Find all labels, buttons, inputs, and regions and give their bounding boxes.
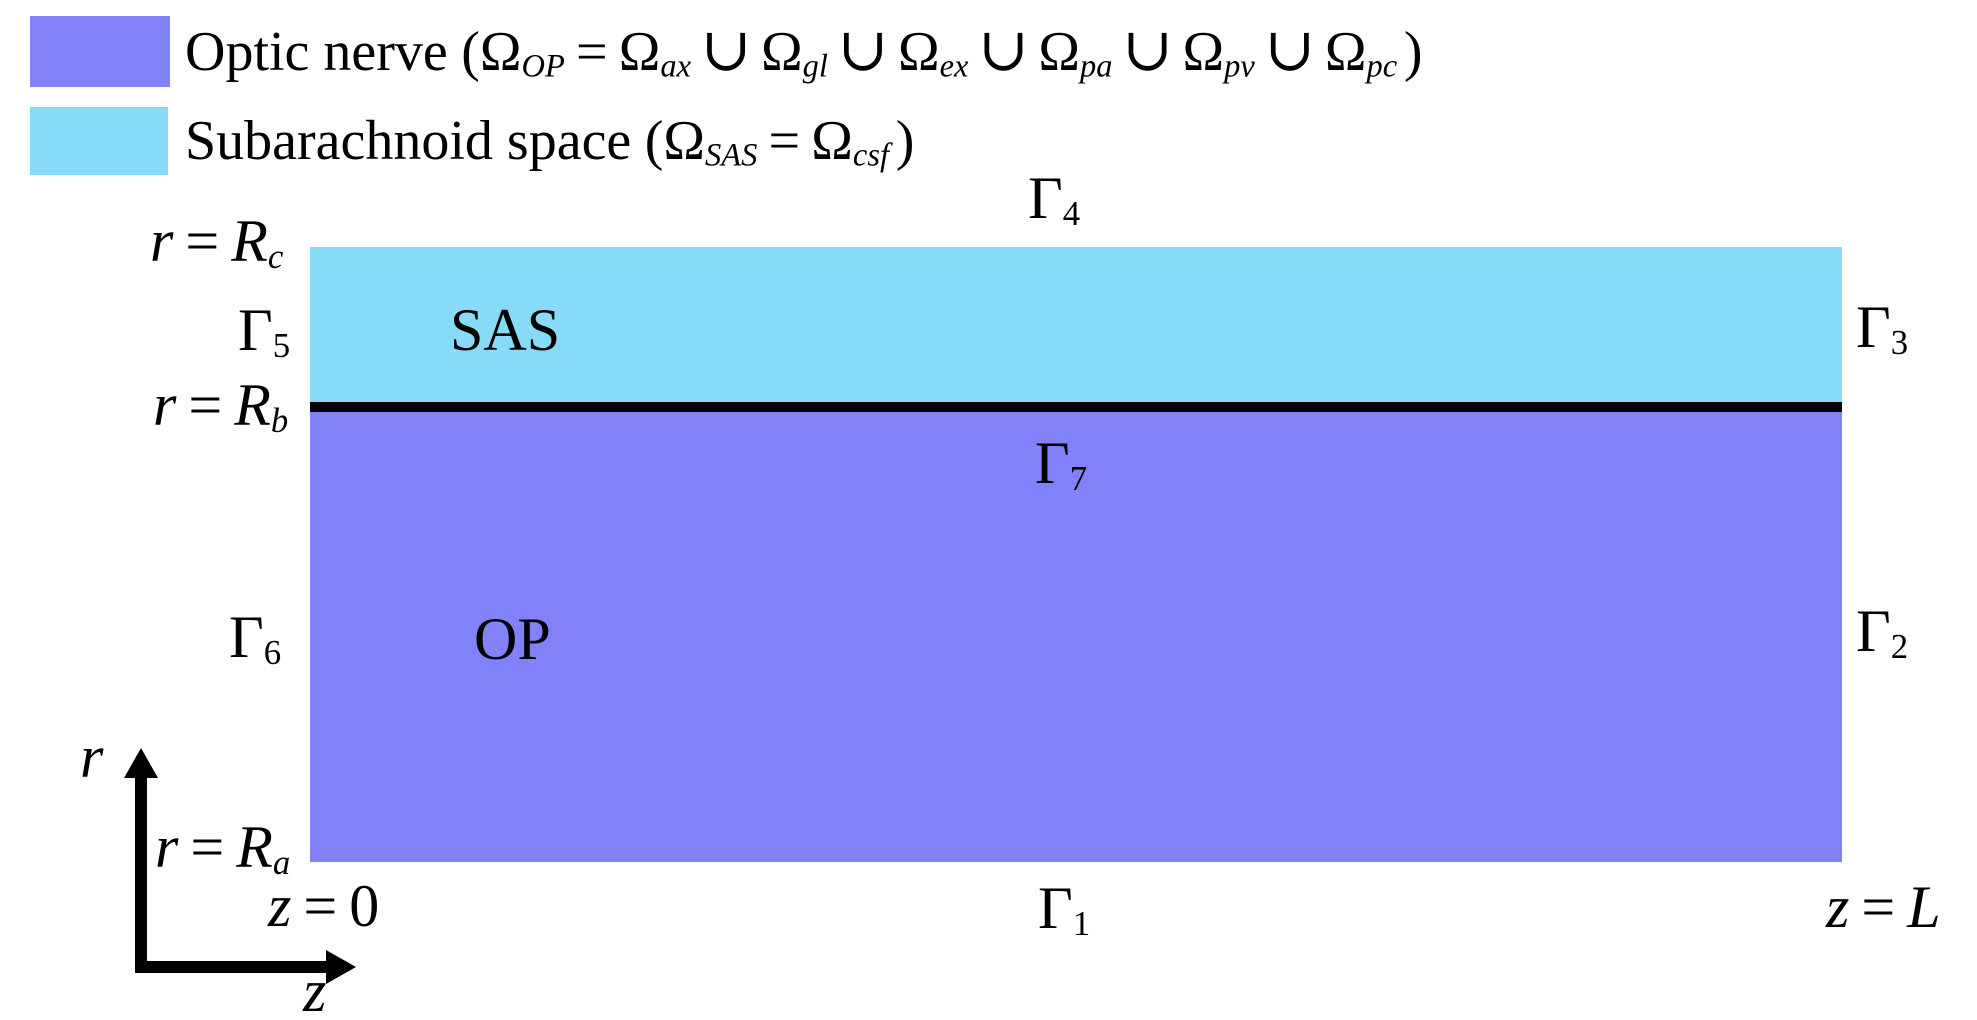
omega-symbol: Ω xyxy=(479,21,522,83)
union-symbol: ∪ xyxy=(978,15,1029,85)
omega-symbol: Ω xyxy=(1324,21,1367,83)
legend-label-subarachnoid-space: Subarachnoid space (ΩSAS = Ωcsf) xyxy=(185,110,915,174)
z-axis-arrowhead-icon xyxy=(326,950,356,984)
region-label-op: OP xyxy=(474,606,551,672)
omega-symbol: Ω xyxy=(897,21,940,83)
boundary-label-gamma4: Γ4 xyxy=(1028,165,1081,233)
axis-label-z: z xyxy=(303,958,327,1020)
omega-symbol: Ω xyxy=(761,21,803,83)
boundary-label-gamma7: Γ7 xyxy=(1035,430,1088,498)
omega-symbol: Ω xyxy=(618,21,661,83)
boundary-label-gamma2: Γ2 xyxy=(1856,598,1909,666)
union-symbol: ∪ xyxy=(837,15,889,85)
z-label-length: z = L xyxy=(1826,874,1941,940)
region-op xyxy=(310,412,1842,862)
r-axis-shaft xyxy=(135,776,147,973)
legend-label-optic-nerve: Optic nerve (ΩOP = Ωax ∪ Ωgl ∪ Ωex ∪ Ωpa ∪ Ωpv ∪ Ωpc) xyxy=(185,15,1423,85)
union-symbol: ∪ xyxy=(1122,15,1173,85)
legend-swatch-optic-nerve xyxy=(30,16,170,87)
z-axis-shaft xyxy=(135,961,328,973)
omega-symbol: Ω xyxy=(811,110,853,172)
boundary-label-gamma5: Γ5 xyxy=(238,297,291,365)
union-symbol: ∪ xyxy=(1264,15,1316,85)
omega-symbol: Ω xyxy=(1038,21,1081,83)
omega-symbol: Ω xyxy=(1182,21,1225,83)
legend-swatch-subarachnoid-space xyxy=(30,107,168,175)
boundary-label-gamma1: Γ1 xyxy=(1038,875,1091,943)
radius-label-rb: r = Rb xyxy=(153,372,289,440)
r-axis-arrowhead-icon xyxy=(124,748,158,778)
union-symbol: ∪ xyxy=(700,15,752,85)
z-label-origin: z = 0 xyxy=(268,873,380,939)
radius-label-rc: r = Rc xyxy=(150,208,284,276)
region-sas xyxy=(310,247,1842,402)
boundary-label-gamma3: Γ3 xyxy=(1856,294,1909,362)
interface-line-gamma7 xyxy=(310,402,1842,412)
omega-symbol: Ω xyxy=(663,110,705,172)
radius-label-ra: r = Ra xyxy=(155,814,291,882)
boundary-label-gamma6: Γ6 xyxy=(229,604,282,672)
domain-rectangle xyxy=(310,247,1842,862)
region-label-sas: SAS xyxy=(450,297,561,363)
axis-label-r: r xyxy=(80,724,104,790)
